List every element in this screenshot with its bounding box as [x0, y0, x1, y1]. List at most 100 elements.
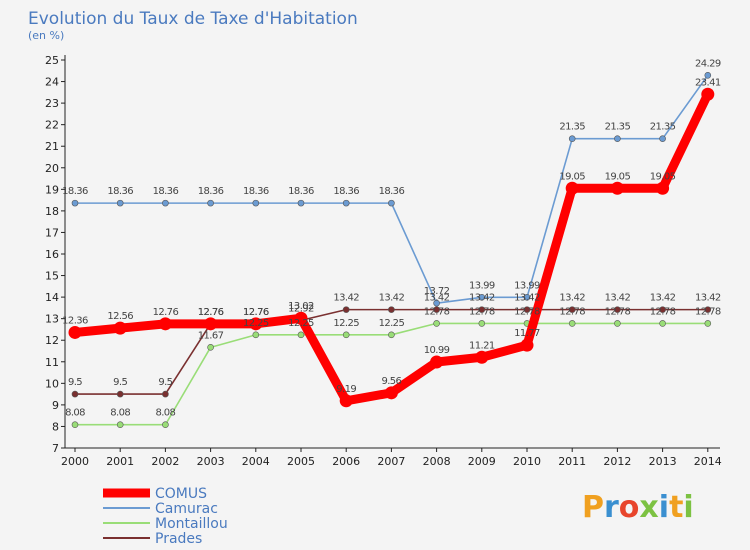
data-label-prades: 9.5	[158, 377, 172, 388]
series-line-comus	[70, 89, 713, 406]
data-point-comus	[520, 338, 534, 352]
data-label-camurac: 18.36	[153, 186, 179, 197]
data-label-montaillou: 12.78	[650, 306, 676, 317]
data-point-montaillou	[614, 320, 621, 327]
series-labels: 12.36 12.56 12.76 12.76 12.76 13.02 9.19 9.56 10…	[62, 58, 721, 418]
data-label-comus: 9.19	[336, 384, 356, 395]
data-point-camurac	[207, 199, 214, 207]
y-tick-label: 16	[45, 248, 59, 261]
x-tick-label: 2011	[558, 455, 586, 468]
data-label-montaillou: 12.25	[243, 318, 269, 329]
data-point-camurac	[116, 199, 124, 207]
legend-label-comus: COMUS	[155, 486, 207, 502]
data-label-montaillou: 12.78	[424, 306, 450, 317]
data-point-comus	[430, 355, 444, 369]
data-label-montaillou: 8.08	[155, 408, 175, 419]
y-tick-label: 22	[45, 119, 59, 132]
x-tick-label: 2005	[287, 455, 315, 468]
data-point-comus	[339, 394, 353, 408]
data-point-comus	[475, 350, 489, 364]
data-label-comus: 9.56	[381, 376, 401, 387]
data-point-montaillou	[252, 331, 260, 339]
y-tick-label: 14	[45, 291, 59, 304]
data-label-comus: 19.05	[559, 171, 585, 182]
data-label-montaillou: 12.78	[695, 306, 721, 317]
data-point-camurac	[388, 199, 395, 207]
data-point-camurac	[704, 72, 712, 79]
data-point-montaillou	[478, 320, 486, 327]
y-tick-label: 20	[45, 162, 59, 175]
data-label-camurac: 21.35	[650, 122, 676, 133]
x-tick-label: 2001	[106, 455, 134, 468]
chart-ylabel: (en %)	[28, 29, 64, 42]
data-label-comus: 12.76	[198, 307, 224, 318]
data-label-montaillou: 8.08	[65, 408, 85, 419]
legend-label-montaillou: Montaillou	[155, 516, 228, 532]
y-tick-label: 12	[45, 334, 59, 347]
data-label-comus: 23.41	[695, 77, 721, 88]
y-tick-label: 21	[45, 140, 59, 153]
data-point-montaillou	[342, 331, 350, 339]
x-tick-label: 2009	[468, 455, 496, 468]
data-label-camurac: 18.36	[62, 186, 88, 197]
data-label-comus: 12.56	[107, 311, 133, 322]
data-point-prades	[433, 306, 440, 313]
brand-letter: o	[619, 490, 640, 525]
data-point-comus	[701, 87, 715, 101]
x-tick-label: 2003	[197, 455, 225, 468]
data-label-montaillou: 12.25	[379, 318, 405, 329]
data-label-camurac: 24.29	[695, 58, 721, 69]
x-tick-label: 2012	[603, 455, 631, 468]
data-label-prades: 13.42	[379, 293, 405, 304]
data-point-montaillou	[659, 320, 666, 327]
x-tick-label: 2013	[649, 455, 677, 468]
data-label-montaillou: 12.78	[605, 306, 631, 317]
data-label-montaillou: 12.78	[469, 306, 495, 317]
brand-letter: x	[639, 490, 658, 525]
data-point-camurac	[162, 199, 169, 207]
y-tick-label: 24	[45, 76, 59, 89]
data-label-comus: 12.36	[62, 315, 88, 326]
data-point-camurac	[433, 299, 440, 307]
x-tick-label: 2004	[242, 455, 270, 468]
data-label-camurac: 18.36	[288, 186, 314, 197]
data-point-camurac	[342, 199, 350, 207]
brand-letter: t	[669, 490, 683, 525]
data-label-prades: 9.5	[113, 377, 127, 388]
data-label-camurac: 13.99	[514, 280, 540, 291]
x-tick-label: 2014	[694, 455, 722, 468]
y-tick-label: 8	[52, 420, 59, 433]
legend-label-camurac: Camurac	[155, 501, 218, 517]
data-point-prades	[704, 306, 712, 313]
y-tick-label: 19	[45, 183, 59, 196]
data-label-comus: 10.99	[424, 345, 450, 356]
data-label-camurac: 18.36	[198, 186, 224, 197]
data-point-prades	[342, 306, 350, 313]
data-label-prades: 13.42	[605, 293, 631, 304]
data-label-camurac: 18.36	[379, 186, 405, 197]
legend-label-prades: Prades	[155, 531, 202, 547]
data-point-camurac	[71, 199, 79, 207]
brand-letter: i	[659, 490, 669, 525]
data-label-comus: 12.76	[153, 307, 179, 318]
data-point-prades	[71, 390, 79, 398]
y-tick-label: 13	[45, 313, 59, 326]
data-label-montaillou: 12.78	[514, 306, 540, 317]
data-label-camurac: 18.36	[243, 186, 269, 197]
data-label-montaillou: 12.25	[333, 318, 359, 329]
data-point-comus	[113, 321, 127, 335]
data-point-prades	[478, 306, 486, 313]
data-label-prades: 13.42	[559, 293, 585, 304]
data-label-comus: 19.05	[605, 171, 631, 182]
data-point-comus	[158, 317, 172, 331]
data-label-prades: 13.42	[469, 293, 495, 304]
data-point-comus	[565, 181, 579, 195]
data-point-comus	[249, 317, 263, 331]
data-point-prades	[523, 306, 531, 313]
data-label-prades: 12.76	[198, 307, 224, 318]
data-point-comus	[384, 386, 398, 400]
y-tick-label: 11	[45, 356, 59, 369]
x-tick-label: 2008	[423, 455, 451, 468]
data-label-montaillou: 12.78	[559, 306, 585, 317]
brand-letter: r	[604, 490, 619, 525]
